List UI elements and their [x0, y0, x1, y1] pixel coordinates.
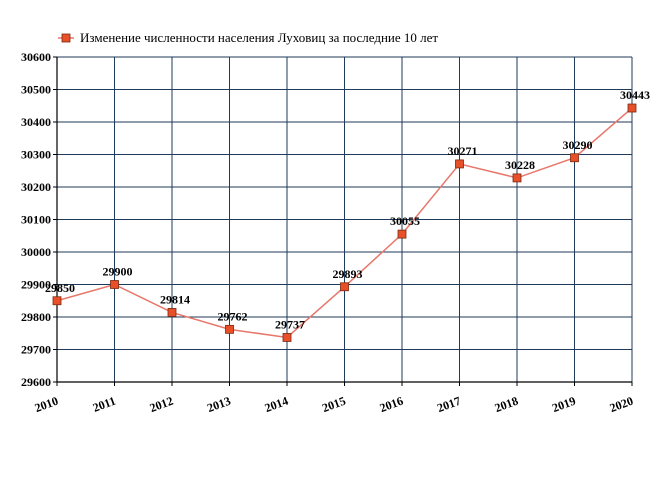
grid	[56, 56, 633, 383]
legend-series-name: Изменение численности населения Луховиц …	[80, 30, 438, 45]
data-point-2017	[455, 159, 464, 169]
data-point-2015	[340, 282, 349, 292]
data-label-2018: 30228	[505, 158, 535, 172]
data-point-2010	[52, 296, 62, 306]
x-tick-label: 2016	[378, 394, 405, 415]
x-axis: 2010 2011 2012 2013 2014 2015 2016 2017 2018 2019…	[33, 381, 635, 415]
legend-marker	[61, 33, 71, 43]
y-axis: 29600 29700 29800 29900 30000 30100 30200 30300…	[21, 50, 58, 389]
data-label-2013: 29762	[218, 309, 248, 323]
y-tick-label: 30000	[21, 245, 51, 259]
data-point-2020	[627, 103, 637, 113]
legend: Изменение численности населения Луховиц …	[58, 30, 438, 45]
y-tick-label: 29600	[21, 375, 51, 389]
y-tick-label: 29700	[21, 343, 51, 357]
y-tick-label: 30100	[21, 213, 51, 227]
x-tick-label: 2011	[91, 394, 118, 415]
data-label-2010: 29850	[45, 281, 75, 295]
series-population	[52, 103, 637, 342]
y-tick-label: 29900	[21, 278, 51, 292]
data-point-2018	[512, 173, 522, 183]
x-tick-label: 2018	[493, 394, 520, 415]
y-tick-label: 30500	[21, 83, 51, 97]
y-tick-label: 30300	[21, 148, 51, 162]
y-tick-label: 30400	[21, 115, 51, 129]
data-point-2016	[397, 229, 407, 239]
x-tick-label: 2020	[608, 394, 635, 415]
data-label-2011: 29900	[103, 265, 133, 279]
y-tick-label: 29800	[21, 310, 51, 324]
data-point-2011	[110, 280, 119, 289]
x-tick-label: 2010	[33, 394, 60, 415]
x-tick-label: 2014	[263, 394, 290, 415]
data-point-2012	[167, 308, 177, 317]
data-point-2014	[282, 333, 292, 342]
x-tick-label: 2015	[320, 394, 347, 415]
y-tick-label: 30600	[21, 50, 51, 64]
y-tick-label: 30200	[21, 180, 51, 194]
data-point-2013	[225, 324, 234, 334]
data-label-2020: 30443	[620, 88, 650, 102]
x-tick-label: 2012	[148, 394, 175, 415]
data-labels: 29850 29900 29814 29762 29737 29893 30055 30271…	[45, 88, 650, 331]
data-label-2017: 30271	[448, 144, 478, 158]
x-tick-label: 2019	[550, 394, 577, 415]
data-label-2014: 29737	[275, 317, 305, 331]
data-label-2015: 29893	[333, 267, 363, 281]
x-tick-label: 2013	[205, 394, 232, 415]
x-tick-label: 2017	[435, 394, 462, 415]
data-label-2016: 30055	[390, 214, 420, 228]
data-label-2012: 29814	[160, 292, 190, 306]
data-label-2019: 30290	[563, 138, 593, 152]
data-point-2019	[570, 153, 579, 163]
